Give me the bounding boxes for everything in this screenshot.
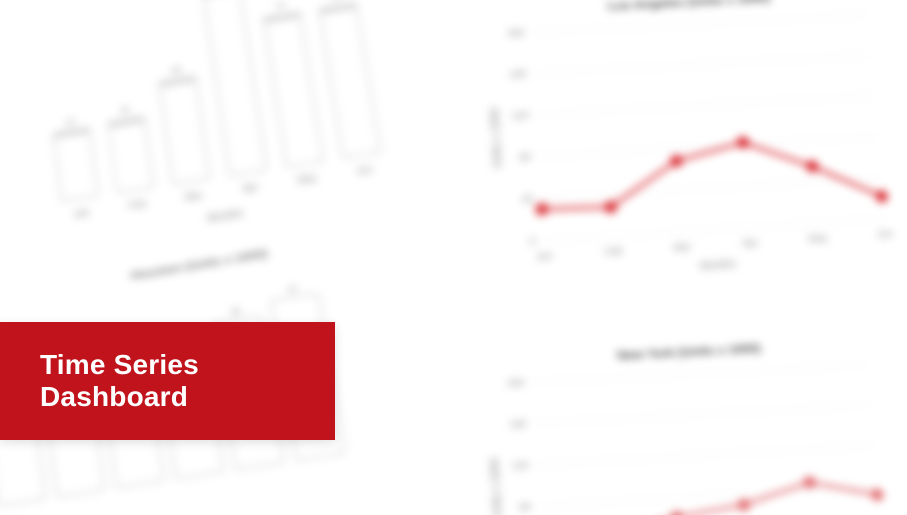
svg-text:Months: Months	[699, 258, 737, 273]
svg-text:48: 48	[170, 64, 181, 75]
svg-text:Apr: Apr	[242, 181, 260, 195]
svg-text:Jun: Jun	[877, 229, 894, 241]
svg-text:40: 40	[521, 194, 533, 206]
svg-text:Feb: Feb	[128, 199, 146, 213]
svg-text:33: 33	[119, 105, 130, 117]
ny-line-chart: 04080120160200Units x 1000JanFebMarAprMa…	[476, 354, 907, 515]
svg-text:0: 0	[529, 236, 536, 248]
svg-text:80: 80	[519, 502, 531, 514]
svg-text:160: 160	[509, 69, 527, 81]
x-axis-title: Months	[206, 207, 244, 225]
svg-text:120: 120	[511, 460, 529, 472]
svg-text:Jan: Jan	[536, 251, 553, 263]
top-left-bar-chart: 32Jan33Feb48Mar87Apr70May70Jun Months	[0, 0, 444, 281]
title-badge: Time Series Dashboard	[0, 322, 335, 440]
svg-text:Jan: Jan	[73, 207, 90, 221]
svg-text:80: 80	[230, 306, 241, 317]
svg-text:Units x 1000: Units x 1000	[489, 107, 504, 169]
top-left-bar-panel: 32Jan33Feb48Mar87Apr70May70Jun Months	[0, 0, 444, 281]
svg-text:Mar: Mar	[184, 190, 203, 204]
svg-text:May: May	[297, 172, 318, 186]
svg-text:200: 200	[507, 378, 525, 390]
title-line-1: Time Series	[40, 349, 335, 381]
svg-text:Mar: Mar	[673, 242, 692, 254]
svg-text:70: 70	[330, 0, 342, 3]
svg-text:70: 70	[275, 0, 286, 11]
svg-text:Feb: Feb	[605, 246, 624, 258]
la-line-chart: 0 40 80 120 160 200 Units x 1000 Jan Feb Mar Apr Ma…	[476, 4, 907, 327]
svg-text:80: 80	[519, 152, 531, 164]
svg-text:200: 200	[507, 28, 525, 40]
svg-text:Jun: Jun	[355, 164, 373, 178]
svg-text:32: 32	[65, 116, 76, 127]
svg-text:May: May	[808, 233, 828, 245]
svg-text:Units x 1000: Units x 1000	[489, 457, 504, 515]
svg-text:87: 87	[287, 284, 299, 295]
svg-text:160: 160	[509, 419, 527, 431]
ny-panel: New York (Units x 1000) 04080120160200Un…	[475, 334, 907, 515]
stage: 32Jan33Feb48Mar87Apr70May70Jun Months Ho…	[0, 0, 907, 515]
title-line-2: Dashboard	[40, 381, 335, 413]
svg-text:120: 120	[511, 110, 529, 122]
la-panel: Los Angeles (Units x 1000) 0408012016020…	[475, 0, 907, 336]
svg-text:Apr: Apr	[742, 237, 759, 249]
